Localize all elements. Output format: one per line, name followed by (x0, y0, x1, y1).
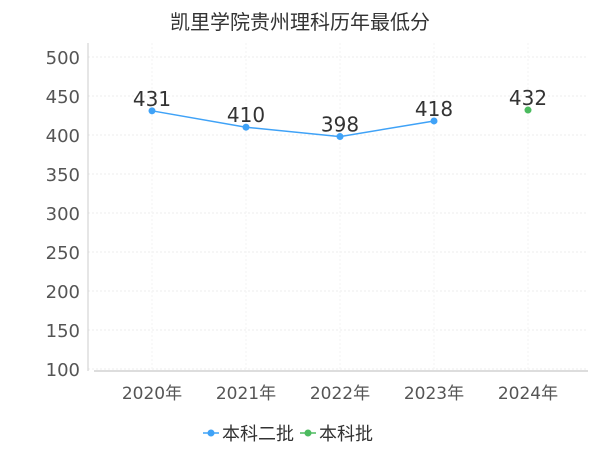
y-tick-label: 400 (46, 126, 80, 147)
x-tick-label: 2024年 (498, 384, 558, 404)
y-axis-ticks: 100 150 200 250 300 350 400 450 500 (46, 48, 80, 381)
y-tick-label: 450 (46, 87, 80, 108)
y-tick-label: 500 (46, 48, 80, 69)
series-line-0 (151, 110, 435, 138)
y-tick-label: 350 (46, 165, 80, 186)
data-point (524, 106, 532, 114)
data-label: 431 (133, 87, 171, 111)
legend-label: 本科批 (319, 424, 373, 445)
x-axis-ticks: 2020年 2021年 2022年 2023年 2024年 (122, 384, 558, 404)
x-tick-label: 2020年 (122, 384, 182, 404)
x-tick-label: 2021年 (216, 384, 276, 404)
chart-title: 凯里学院贵州理科历年最低分 (170, 10, 430, 34)
x-tick-label: 2022年 (310, 384, 370, 404)
data-label: 432 (509, 86, 547, 110)
legend[interactable]: 本科二批 本科批 (203, 424, 373, 445)
y-tick-label: 250 (46, 243, 80, 264)
y-tick-label: 300 (46, 204, 80, 225)
legend-item-0[interactable]: 本科二批 (203, 424, 294, 445)
data-labels: 431 410 398 418 432 (133, 86, 547, 137)
legend-marker (304, 429, 312, 437)
y-tick-label: 200 (46, 282, 80, 303)
data-point (336, 133, 344, 141)
data-label: 410 (227, 103, 265, 127)
series-lines (151, 110, 435, 138)
data-point (242, 123, 250, 131)
x-tick-label: 2023年 (404, 384, 464, 404)
y-tick-label: 150 (46, 321, 80, 342)
data-label: 398 (321, 113, 359, 137)
data-label: 418 (415, 97, 453, 121)
legend-label: 本科二批 (222, 424, 294, 445)
y-tick-label: 100 (46, 360, 80, 381)
legend-marker (207, 429, 215, 437)
legend-item-1[interactable]: 本科批 (300, 424, 373, 445)
axes (87, 43, 588, 372)
data-point (430, 117, 438, 125)
data-point (148, 107, 156, 115)
grid-lines (88, 43, 588, 370)
data-points (148, 106, 532, 141)
